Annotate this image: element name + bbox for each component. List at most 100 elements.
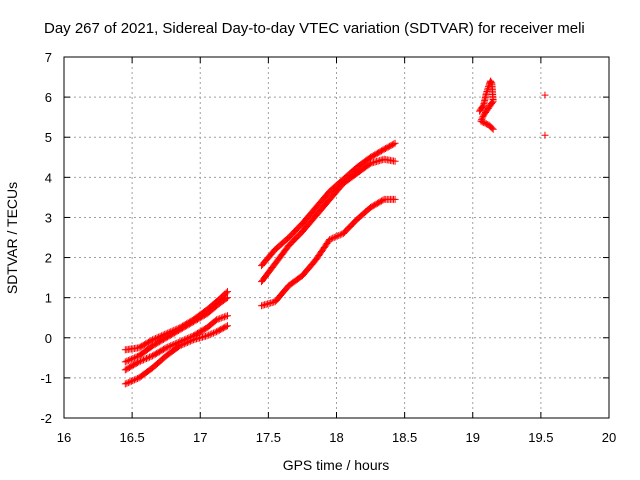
data-point: [222, 295, 230, 303]
data-point: [121, 380, 129, 388]
axis-ticks: 16 16.5 17 17.5 18 18.5 19 19.5 20 -2 -1 0 1 2 3 4 5 6 7: [40, 50, 616, 445]
y-tick-label: 4: [45, 170, 52, 185]
data-point: [481, 110, 489, 118]
data-point: [183, 338, 191, 346]
data-point: [479, 113, 487, 121]
data-point: [390, 140, 398, 148]
x-tick-label: 18: [329, 430, 343, 445]
data-point: [216, 315, 224, 323]
y-tick-label: -1: [40, 371, 52, 386]
data-point: [161, 345, 169, 353]
data-point: [220, 313, 228, 321]
data-point: [205, 331, 213, 339]
data-point: [127, 377, 135, 385]
data-point: [126, 378, 134, 386]
y-tick-label: 3: [45, 210, 52, 225]
data-point: [179, 340, 187, 348]
x-tick-label: 19.5: [528, 430, 553, 445]
data-point: [186, 337, 194, 345]
data-point: [129, 377, 137, 385]
data-point: [130, 376, 138, 384]
data-point: [203, 332, 211, 340]
data-point: [129, 355, 137, 363]
y-tick-label: -2: [40, 411, 52, 426]
data-point: [222, 322, 230, 330]
y-tick-label: 2: [45, 251, 52, 266]
data-point: [208, 330, 216, 338]
data-point: [379, 196, 387, 204]
y-tick-label: 0: [45, 331, 52, 346]
data-point: [144, 354, 152, 362]
data-point: [224, 312, 231, 320]
x-axis-title: GPS time / hours: [283, 457, 390, 473]
data-point: [211, 328, 219, 336]
data-point: [224, 288, 231, 296]
data-point: [134, 359, 142, 367]
data-point: [156, 332, 164, 340]
data-point: [332, 233, 340, 241]
data-point: [214, 315, 222, 323]
x-tick-label: 17: [193, 430, 207, 445]
data-point: [126, 356, 134, 364]
data-point: [391, 157, 399, 165]
data-point: [136, 357, 144, 365]
data-point: [139, 356, 147, 364]
data-point: [127, 355, 135, 363]
data-point: [146, 353, 154, 361]
data-point: [138, 357, 146, 365]
data-point: [147, 337, 155, 345]
data-point: [168, 341, 176, 349]
data-point: [124, 379, 132, 387]
data-point: [170, 340, 178, 348]
data-point: [336, 231, 344, 239]
data-point: [150, 335, 158, 343]
grid: [64, 57, 609, 418]
data-point: [176, 342, 184, 350]
data-point: [167, 342, 175, 350]
data-point: [135, 358, 143, 366]
x-tick-label: 16.5: [119, 430, 144, 445]
data-point: [222, 289, 230, 297]
y-tick-label: 7: [45, 50, 52, 65]
data-point: [182, 339, 190, 347]
data-point: [177, 341, 185, 349]
data-point: [206, 330, 214, 338]
data-point: [335, 231, 343, 239]
data-point: [329, 234, 337, 242]
data-point: [327, 235, 335, 243]
data-point: [488, 124, 496, 132]
data-point: [180, 340, 188, 348]
y-tick-label: 6: [45, 90, 52, 105]
data-point: [541, 131, 549, 139]
data-point: [132, 375, 140, 383]
data-point: [391, 195, 399, 203]
data-point: [124, 357, 132, 365]
x-tick-label: 16: [57, 430, 71, 445]
data-point: [130, 354, 138, 362]
y-axis-title: SDTVAR / TECUs: [4, 182, 20, 294]
data-point: [219, 313, 227, 321]
data-point: [164, 343, 172, 351]
data-point: [185, 338, 193, 346]
data-point: [132, 353, 140, 361]
data-points: [121, 77, 549, 388]
data-point: [149, 336, 157, 344]
data-point: [222, 312, 230, 320]
data-point: [165, 342, 173, 350]
data-point: [123, 357, 131, 365]
data-point: [326, 236, 334, 244]
data-point: [147, 352, 155, 360]
chart-title: Day 267 of 2021, Sidereal Day-to-day VTE…: [44, 20, 585, 37]
data-point: [123, 379, 131, 387]
data-point: [489, 125, 497, 133]
data-point: [480, 111, 488, 119]
data-point: [155, 333, 163, 341]
data-point: [217, 314, 225, 322]
x-tick-label: 20: [602, 430, 616, 445]
x-tick-label: 17.5: [256, 430, 281, 445]
data-point: [143, 355, 151, 363]
data-point: [141, 355, 149, 363]
data-point: [391, 139, 399, 147]
data-point: [541, 91, 549, 99]
